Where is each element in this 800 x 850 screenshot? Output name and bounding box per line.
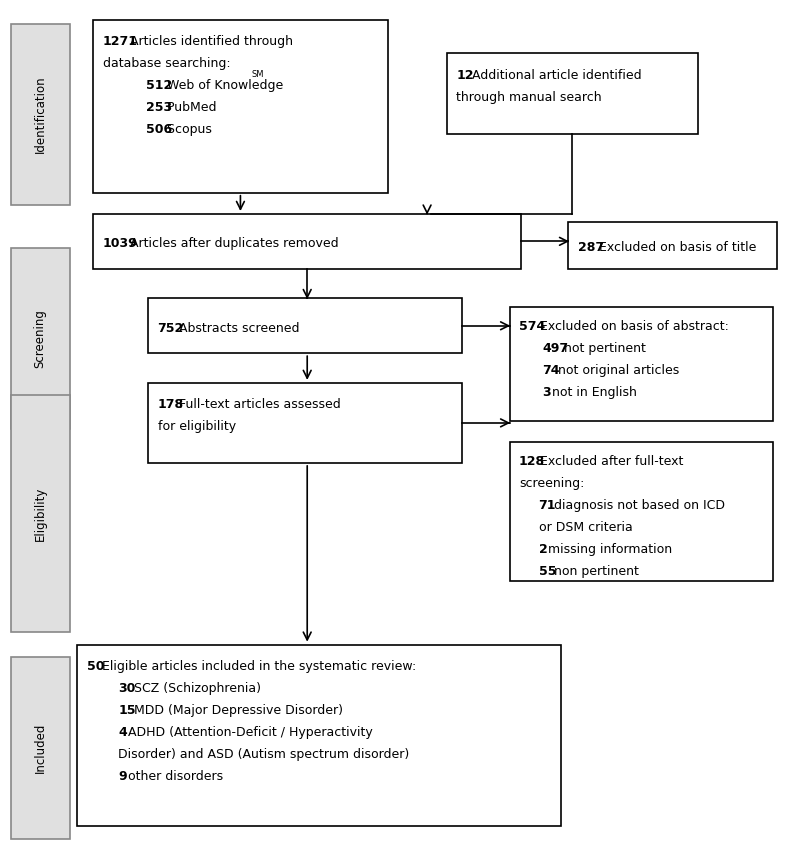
Text: Screening: Screening	[34, 309, 46, 368]
Text: ADHD (Attention-Deficit / Hyperactivity: ADHD (Attention-Deficit / Hyperactivity	[124, 726, 373, 739]
Text: 506: 506	[146, 122, 172, 136]
Text: 752: 752	[158, 321, 184, 335]
Text: SM: SM	[252, 71, 264, 79]
FancyBboxPatch shape	[93, 20, 388, 193]
Text: 15: 15	[118, 704, 136, 717]
Text: diagnosis not based on ICD: diagnosis not based on ICD	[550, 499, 725, 513]
Text: Disorder) and ASD (Autism spectrum disorder): Disorder) and ASD (Autism spectrum disor…	[118, 748, 410, 761]
Text: for eligibility: for eligibility	[158, 420, 236, 433]
Text: Excluded on basis of title: Excluded on basis of title	[595, 241, 757, 254]
Text: Scopus: Scopus	[163, 122, 212, 136]
Text: Excluded on basis of abstract:: Excluded on basis of abstract:	[536, 320, 729, 333]
Text: SCZ (Schizophrenia): SCZ (Schizophrenia)	[130, 682, 261, 694]
FancyBboxPatch shape	[10, 657, 70, 839]
Text: 4: 4	[118, 726, 127, 739]
Text: other disorders: other disorders	[124, 769, 223, 783]
Text: not original articles: not original articles	[554, 364, 679, 377]
Text: 9: 9	[118, 769, 127, 783]
Text: 74: 74	[542, 364, 560, 377]
FancyBboxPatch shape	[10, 24, 70, 206]
Text: MDD (Major Depressive Disorder): MDD (Major Depressive Disorder)	[130, 704, 342, 717]
Text: database searching:: database searching:	[102, 57, 230, 70]
Text: Abstracts screened: Abstracts screened	[174, 321, 299, 335]
FancyBboxPatch shape	[510, 442, 773, 581]
Text: 512: 512	[146, 79, 172, 92]
Text: non pertinent: non pertinent	[550, 565, 639, 578]
Text: 3: 3	[542, 386, 551, 400]
Text: 55: 55	[538, 565, 556, 578]
FancyBboxPatch shape	[78, 644, 561, 826]
Text: 287: 287	[578, 241, 604, 254]
Text: 497: 497	[542, 343, 569, 355]
Text: screening:: screening:	[519, 478, 584, 490]
Text: Additional article identified: Additional article identified	[467, 69, 642, 82]
FancyBboxPatch shape	[446, 54, 698, 133]
Text: not pertinent: not pertinent	[560, 343, 646, 355]
Text: 30: 30	[118, 682, 136, 694]
FancyBboxPatch shape	[569, 223, 777, 269]
Text: Identification: Identification	[34, 76, 46, 154]
Text: PubMed: PubMed	[163, 101, 217, 114]
Text: Excluded after full-text: Excluded after full-text	[536, 456, 683, 468]
Text: through manual search: through manual search	[456, 91, 602, 104]
FancyBboxPatch shape	[148, 298, 462, 354]
Text: 12: 12	[456, 69, 474, 82]
Text: Articles identified through: Articles identified through	[126, 35, 293, 48]
Text: not in English: not in English	[548, 386, 637, 400]
Text: Articles after duplicates removed: Articles after duplicates removed	[126, 237, 338, 250]
FancyBboxPatch shape	[148, 382, 462, 463]
Text: 1039: 1039	[102, 237, 138, 250]
FancyBboxPatch shape	[93, 214, 522, 269]
Text: Eligible articles included in the systematic review:: Eligible articles included in the system…	[98, 660, 417, 672]
Text: 178: 178	[158, 398, 184, 411]
Text: Full-text articles assessed: Full-text articles assessed	[174, 398, 341, 411]
Text: missing information: missing information	[544, 543, 673, 556]
FancyBboxPatch shape	[10, 395, 70, 632]
FancyBboxPatch shape	[10, 247, 70, 429]
Text: 574: 574	[519, 320, 545, 333]
FancyBboxPatch shape	[510, 307, 773, 421]
Text: 50: 50	[87, 660, 104, 672]
Text: 253: 253	[146, 101, 172, 114]
Text: Included: Included	[34, 722, 46, 774]
Text: 2: 2	[538, 543, 547, 556]
Text: 71: 71	[538, 499, 556, 513]
Text: or DSM criteria: or DSM criteria	[538, 521, 632, 535]
Text: 1271: 1271	[102, 35, 138, 48]
Text: Web of Knowledge: Web of Knowledge	[163, 79, 283, 92]
Text: 128: 128	[519, 456, 545, 468]
Text: Eligibility: Eligibility	[34, 486, 46, 541]
